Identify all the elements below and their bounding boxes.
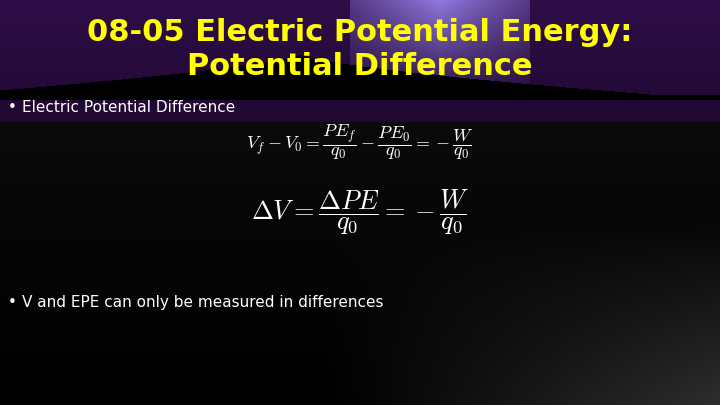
Text: •: • — [8, 100, 17, 115]
Text: •: • — [8, 295, 17, 310]
Text: 08-05 Electric Potential Energy:: 08-05 Electric Potential Energy: — [87, 18, 633, 47]
Text: Potential Difference: Potential Difference — [187, 52, 533, 81]
Text: $\Delta V = \dfrac{\Delta PE}{q_0} = -\dfrac{W}{q_0}$: $\Delta V = \dfrac{\Delta PE}{q_0} = -\d… — [251, 188, 469, 237]
Text: $V_f - V_0 = \dfrac{PE_f}{q_0} - \dfrac{PE_0}{q_0} = -\dfrac{W}{q_0}$: $V_f - V_0 = \dfrac{PE_f}{q_0} - \dfrac{… — [246, 122, 474, 162]
Text: Electric Potential Difference: Electric Potential Difference — [22, 100, 235, 115]
Text: V and EPE can only be measured in differences: V and EPE can only be measured in differ… — [22, 295, 384, 310]
